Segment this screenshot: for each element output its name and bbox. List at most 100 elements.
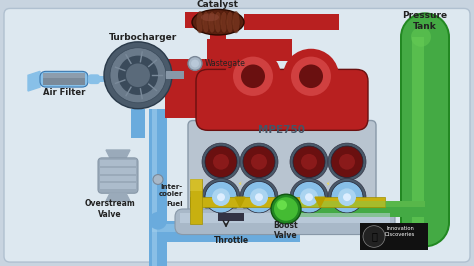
Bar [180, 213, 390, 223]
FancyBboxPatch shape [4, 9, 470, 262]
Bar [207, 39, 292, 61]
Circle shape [301, 154, 317, 170]
Text: Boost
Valve: Boost Valve [273, 221, 298, 240]
Bar [165, 59, 210, 80]
Circle shape [202, 178, 240, 216]
Circle shape [153, 174, 163, 184]
Circle shape [299, 64, 323, 88]
Text: Innovation
Discoveries: Innovation Discoveries [385, 226, 415, 237]
Circle shape [274, 197, 298, 221]
FancyBboxPatch shape [188, 120, 376, 231]
Circle shape [126, 64, 150, 87]
Circle shape [233, 57, 273, 96]
Bar [149, 221, 289, 242]
Polygon shape [315, 197, 325, 207]
Circle shape [202, 143, 240, 180]
Bar [210, 27, 226, 61]
Text: 🦁: 🦁 [371, 231, 377, 242]
Circle shape [283, 49, 339, 104]
FancyBboxPatch shape [88, 74, 100, 84]
Circle shape [343, 193, 351, 201]
Bar [190, 180, 202, 191]
Circle shape [300, 188, 318, 206]
Circle shape [255, 193, 263, 201]
Circle shape [250, 188, 268, 206]
Circle shape [240, 143, 278, 180]
Bar [360, 223, 428, 250]
Bar [402, 37, 448, 223]
Circle shape [305, 193, 313, 201]
Bar [152, 109, 157, 266]
Ellipse shape [226, 11, 234, 33]
Bar [43, 73, 85, 85]
Circle shape [205, 146, 237, 177]
Text: Catalyst: Catalyst [197, 0, 239, 9]
Circle shape [205, 181, 237, 213]
Circle shape [251, 154, 267, 170]
FancyBboxPatch shape [98, 158, 138, 193]
Ellipse shape [201, 13, 219, 21]
Text: MPE750: MPE750 [258, 125, 306, 135]
Bar [286, 201, 425, 207]
Circle shape [338, 188, 356, 206]
Circle shape [110, 48, 166, 103]
Bar [166, 71, 184, 79]
Circle shape [400, 12, 450, 61]
Circle shape [191, 60, 199, 67]
Bar [165, 59, 200, 118]
Bar [190, 197, 385, 207]
Circle shape [243, 181, 275, 213]
Circle shape [293, 181, 325, 213]
Circle shape [213, 154, 229, 170]
Ellipse shape [208, 11, 216, 33]
Polygon shape [106, 150, 130, 158]
Circle shape [290, 143, 328, 180]
FancyBboxPatch shape [40, 71, 88, 87]
Circle shape [243, 146, 275, 177]
Circle shape [293, 146, 325, 177]
Circle shape [400, 198, 450, 247]
Ellipse shape [202, 11, 210, 33]
Text: ⚡: ⚡ [326, 182, 330, 187]
Bar [100, 176, 136, 181]
Circle shape [212, 188, 230, 206]
Ellipse shape [232, 11, 240, 33]
Text: ⚡: ⚡ [238, 182, 242, 187]
Circle shape [339, 154, 355, 170]
Bar [100, 160, 136, 166]
Circle shape [328, 178, 366, 216]
Circle shape [411, 27, 431, 47]
Bar [149, 109, 167, 266]
Text: Inter-
cooler: Inter- cooler [159, 184, 183, 197]
Circle shape [363, 226, 385, 247]
Bar [43, 73, 85, 78]
Polygon shape [28, 71, 40, 91]
Circle shape [328, 143, 366, 180]
Text: Turbocharger: Turbocharger [109, 34, 177, 42]
Circle shape [402, 200, 448, 245]
Bar [185, 12, 217, 28]
Circle shape [241, 64, 265, 88]
Circle shape [188, 57, 202, 70]
Circle shape [217, 193, 225, 201]
Bar [218, 213, 244, 221]
Ellipse shape [214, 11, 222, 33]
Text: Air Filter: Air Filter [43, 89, 85, 97]
Circle shape [225, 49, 281, 104]
Circle shape [331, 181, 363, 213]
Bar [282, 199, 300, 242]
FancyBboxPatch shape [196, 69, 368, 130]
Bar [244, 14, 339, 30]
Ellipse shape [196, 11, 204, 33]
Circle shape [290, 178, 328, 216]
Text: Wastegate: Wastegate [205, 59, 246, 68]
Bar [131, 109, 145, 138]
Polygon shape [235, 197, 245, 207]
Circle shape [331, 146, 363, 177]
Bar [100, 168, 136, 174]
Circle shape [104, 42, 172, 109]
Bar [412, 37, 424, 223]
Bar [286, 201, 425, 217]
Bar [152, 224, 286, 232]
Text: Fuel: Fuel [166, 201, 183, 207]
